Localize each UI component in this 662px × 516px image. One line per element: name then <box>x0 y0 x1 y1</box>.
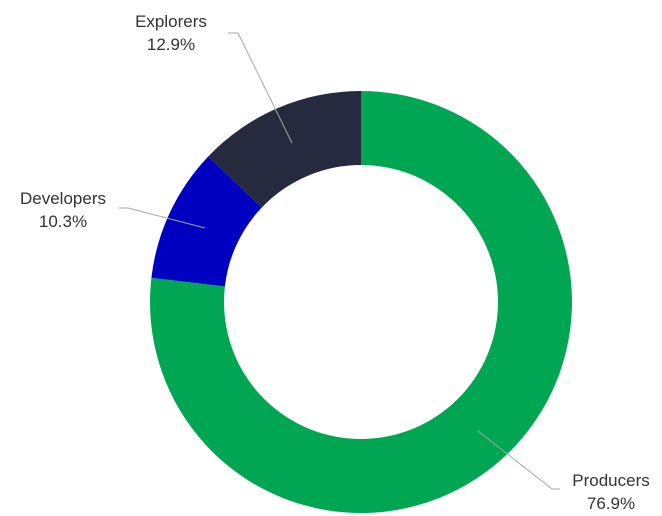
slice-label-developers: Developers 10.3% <box>20 189 106 231</box>
leader-line-explorers <box>228 32 293 144</box>
slice-label-explorers: Explorers 12.9% <box>135 12 207 54</box>
slice-value-producers: 76.9% <box>587 494 635 513</box>
slice-name-explorers: Explorers <box>135 12 207 31</box>
slice-producers <box>149 91 572 513</box>
slice-name-developers: Developers <box>20 189 106 208</box>
slice-developers <box>151 156 262 287</box>
chart-slices <box>149 91 572 513</box>
slice-label-producers: Producers 76.9% <box>572 471 649 513</box>
slice-explorers <box>208 91 361 208</box>
slice-value-developers: 10.3% <box>39 212 87 231</box>
leader-line-developers <box>119 207 206 229</box>
leader-line-producers <box>477 430 560 490</box>
slice-name-producers: Producers <box>572 471 649 490</box>
slice-value-explorers: 12.9% <box>147 35 195 54</box>
